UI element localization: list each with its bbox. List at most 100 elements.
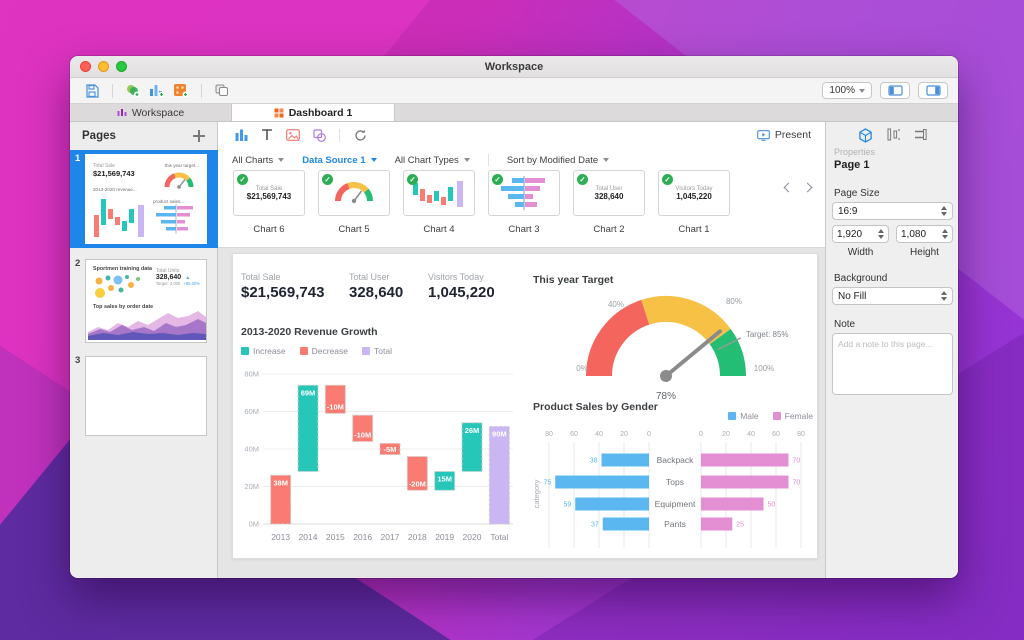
stepper-icon [942,229,948,239]
add-page-icon[interactable] [193,130,205,142]
thumb-butterfly: product sales... [153,199,199,239]
toolbar-right-group: 100% [822,82,948,99]
note-textarea[interactable] [832,333,953,395]
filter-sort[interactable]: Sort by Modified Date [507,155,610,166]
duplicate-icon[interactable] [212,82,232,100]
pages-header: Pages [70,122,217,150]
svg-text:20M: 20M [244,482,259,491]
stepper-icon [941,206,947,216]
svg-text:2017: 2017 [381,532,400,542]
stepper-icon [878,229,884,239]
insert-image-icon[interactable] [283,127,303,143]
thumb-butterfly-icon [156,204,193,234]
properties-tabs [826,128,958,143]
insert-chart-icon[interactable] [231,127,251,143]
svg-text:80: 80 [545,431,553,438]
butterfly-title: Product Sales by Gender [533,401,658,413]
svg-text:60: 60 [570,431,578,438]
svg-text:0: 0 [647,431,651,438]
width-input[interactable] [837,228,873,240]
close-button[interactable] [80,61,91,72]
thumb-butterfly-title: product sales... [153,199,185,204]
svg-text:37: 37 [591,522,599,529]
svg-text:2016: 2016 [353,532,372,542]
check-icon: ✓ [322,174,333,185]
kpi-visitors-today[interactable]: Visitors Today 1,045,220 [428,272,495,301]
card-chart-5[interactable]: ✓ Chart 5 [318,170,390,235]
tab-workspace[interactable]: Workspace [70,104,232,121]
svg-text:50: 50 [768,502,776,509]
card-chart-6[interactable]: ✓ Total Sale $21,569,743 Chart 6 [233,170,305,235]
svg-text:0%: 0% [576,364,588,373]
align-icon[interactable] [914,128,927,141]
gauge-chart[interactable]: 0% 40% 80% 100% Target: 85% 78% [533,282,813,422]
background-select[interactable]: No Fill [832,287,953,305]
width-input-box[interactable] [832,225,889,243]
page-size-label: Page Size [834,188,880,199]
svg-text:20: 20 [722,431,730,438]
dashboard-page[interactable]: Total Sale $21,569,743 Total User 328,64… [232,253,818,559]
card-chart-1[interactable]: ✓ Visitors Today 1,045,220 Chart 1 [658,170,730,235]
svg-text:26M: 26M [465,426,480,435]
butterfly-chart[interactable]: 0 0 20 20 40 40 60 60 80 80 38 70 Backpack 75 70 Tops 59… [532,422,813,554]
svg-text:100%: 100% [754,364,774,373]
add-data-source-icon[interactable] [123,82,143,100]
filter-data-source[interactable]: Data Source 1 [302,155,377,166]
chevron-down-icon [859,88,865,93]
svg-text:2020: 2020 [463,532,482,542]
chart-gallery: Present All Charts Data Source 1 All Cha… [218,122,825,248]
page-size-select[interactable]: 16:9 [832,202,953,220]
height-input-box[interactable] [896,225,953,243]
card-chart-4[interactable]: ✓ Ch [403,170,475,235]
thumb-bubble-title: Sportmen training data [93,266,153,272]
page-thumbnail-3[interactable]: 3 [70,352,218,440]
waterfall-legend: Increase Decrease Total [241,346,392,356]
prev-arrow-icon[interactable] [783,182,794,193]
kpi-total-sale[interactable]: Total Sale $21,569,743 [241,272,325,301]
butterfly-legend: Male Female [533,411,813,421]
svg-text:80M: 80M [244,370,259,379]
canvas-area: Total Sale $21,569,743 Total User 328,64… [218,248,825,578]
page-thumbnail-2[interactable]: 2 Sportmen training data Total Units [70,255,218,347]
tab-dashboard-1[interactable]: Dashboard 1 [232,104,395,121]
insert-shape-icon[interactable] [309,127,329,143]
zoom-dropdown[interactable]: 100% [822,82,872,99]
filter-all-charts[interactable]: All Charts [232,155,285,166]
svg-text:20: 20 [620,431,628,438]
svg-text:Equipment: Equipment [655,499,696,509]
chevron-down-icon [603,158,610,162]
refresh-icon[interactable] [350,127,370,143]
next-arrow-icon[interactable] [802,182,813,193]
filter-divider [487,154,489,166]
svg-text:70: 70 [793,458,801,465]
card-chart-3[interactable]: ✓ Chart 3 [488,170,560,235]
page-properties-icon[interactable] [858,128,873,143]
filter-chart-types[interactable]: All Chart Types [395,155,470,166]
page-thumbnail-1[interactable]: 1 Total Sale $21,569,743 this year targe… [70,150,218,248]
waterfall-title: 2013-2020 Revenue Growth [241,326,378,338]
svg-text:0M: 0M [249,520,259,529]
page-number: 2 [75,258,81,269]
svg-text:-10M: -10M [327,402,344,411]
card-chart-2[interactable]: ✓ Total User 328,640 Chart 2 [573,170,645,235]
height-input[interactable] [901,228,937,240]
page-1-thumbnail: Total Sale $21,569,743 this year target.… [85,154,207,244]
insert-text-icon[interactable] [257,127,277,143]
thumb-waterfall-icon [94,199,144,237]
zoom-value: 100% [829,85,855,96]
present-button[interactable]: Present [756,129,815,141]
waterfall-chart[interactable]: 0M 20M 40M 60M 80M 38M 2013 69M 2014 -10M 2015 -10M… [237,358,517,556]
toggle-right-panel-button[interactable] [918,82,948,99]
toggle-left-panel-button[interactable] [880,82,910,99]
add-dashboard-icon[interactable] [171,82,191,100]
add-chart-icon[interactable] [147,82,167,100]
kpi-total-user[interactable]: Total User 328,640 [349,272,404,301]
chevron-down-icon [463,158,470,162]
minimize-button[interactable] [98,61,109,72]
svg-text:2015: 2015 [326,532,345,542]
up-triangle-icon: ▲ [185,274,191,281]
save-icon[interactable] [82,82,102,100]
distribute-icon[interactable] [887,128,900,141]
window-title: Workspace [484,60,544,73]
fullscreen-button[interactable] [116,61,127,72]
